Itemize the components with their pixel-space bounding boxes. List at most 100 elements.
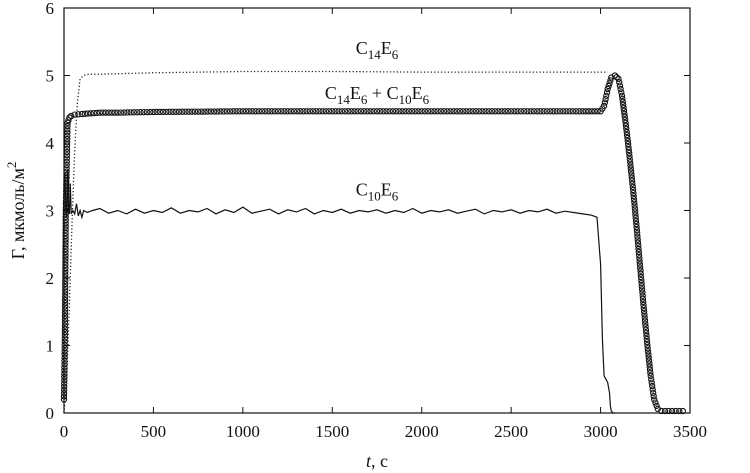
data-point <box>643 338 651 346</box>
data-point <box>605 82 612 90</box>
series-label-2: C14E6 + C10E6 <box>325 83 430 107</box>
x-tick-label: 2000 <box>405 422 439 441</box>
data-point <box>634 230 641 237</box>
data-point <box>637 273 645 281</box>
y-tick-label: 4 <box>46 134 55 153</box>
data-point <box>62 236 69 243</box>
data-point <box>114 109 121 116</box>
data-point <box>306 108 314 115</box>
data-point <box>444 108 451 115</box>
data-point <box>62 271 69 278</box>
data-point <box>634 239 642 246</box>
data-point <box>623 128 630 136</box>
series-2 <box>60 72 686 415</box>
data-point <box>631 202 638 209</box>
data-point <box>550 108 557 115</box>
data-point <box>479 108 486 115</box>
data-point <box>623 125 630 132</box>
data-point <box>447 108 454 115</box>
data-point <box>62 239 69 246</box>
data-point <box>619 95 626 102</box>
data-point <box>185 108 192 115</box>
data-point <box>642 320 649 327</box>
data-point <box>62 264 69 272</box>
data-point <box>646 363 653 370</box>
data-point <box>639 292 646 299</box>
data-point <box>341 108 349 115</box>
series-1 <box>63 70 608 414</box>
data-point <box>635 245 642 253</box>
data-point <box>653 402 660 409</box>
data-point <box>61 303 69 310</box>
data-point <box>96 109 103 116</box>
data-point <box>646 366 654 373</box>
data-point <box>287 108 294 115</box>
data-point <box>322 108 330 115</box>
data-point <box>364 108 371 115</box>
x-tick-label: 3500 <box>673 422 707 441</box>
data-point <box>639 289 646 296</box>
data-point <box>476 108 483 115</box>
data-point <box>553 108 560 115</box>
series-line <box>63 70 608 414</box>
data-point <box>239 108 247 115</box>
data-point <box>246 108 253 115</box>
data-point <box>625 146 632 154</box>
data-point <box>633 227 641 234</box>
series-line <box>63 169 615 414</box>
data-point <box>210 108 218 115</box>
data-point <box>640 298 647 306</box>
data-point <box>652 399 659 406</box>
data-point <box>619 98 626 105</box>
data-point <box>335 108 342 115</box>
data-point <box>591 108 598 115</box>
data-point <box>569 108 577 115</box>
data-point <box>130 109 138 116</box>
data-point <box>194 108 202 115</box>
data-point <box>622 122 630 129</box>
data-point <box>81 110 89 117</box>
data-point <box>641 311 648 318</box>
data-point <box>434 108 441 115</box>
data-point <box>628 177 636 184</box>
data-point <box>62 245 69 253</box>
data-point <box>600 102 608 110</box>
data-point <box>220 108 227 115</box>
data-point <box>540 108 547 115</box>
data-point <box>579 108 586 115</box>
data-point <box>521 108 528 115</box>
data-point <box>62 268 69 275</box>
y-axis: 0 1 2 3 4 5 6 <box>46 0 690 423</box>
data-point <box>556 108 564 115</box>
data-point <box>61 312 69 320</box>
data-point <box>620 104 627 111</box>
data-point <box>386 108 393 115</box>
data-point <box>643 329 650 336</box>
x-axis-label-var: t <box>366 451 372 471</box>
data-point <box>431 108 438 115</box>
data-point <box>377 108 384 115</box>
data-point <box>370 108 377 115</box>
data-point <box>650 389 657 396</box>
data-point <box>61 328 69 336</box>
data-point <box>607 77 614 84</box>
y-tick-label: 6 <box>46 0 55 18</box>
data-point <box>629 186 637 194</box>
data-point <box>62 242 69 249</box>
data-point <box>319 108 326 115</box>
data-point <box>485 108 492 115</box>
data-point <box>644 348 652 355</box>
data-point <box>61 319 69 326</box>
data-point <box>140 108 147 116</box>
data-point <box>348 108 355 115</box>
data-point <box>626 149 633 157</box>
data-point <box>537 108 544 115</box>
data-point <box>179 108 186 115</box>
data-point <box>488 108 496 115</box>
data-point <box>268 108 275 115</box>
data-point <box>153 108 160 116</box>
series-3 <box>63 169 615 414</box>
data-point <box>201 108 208 115</box>
data-point <box>62 252 69 259</box>
data-point <box>93 109 100 117</box>
